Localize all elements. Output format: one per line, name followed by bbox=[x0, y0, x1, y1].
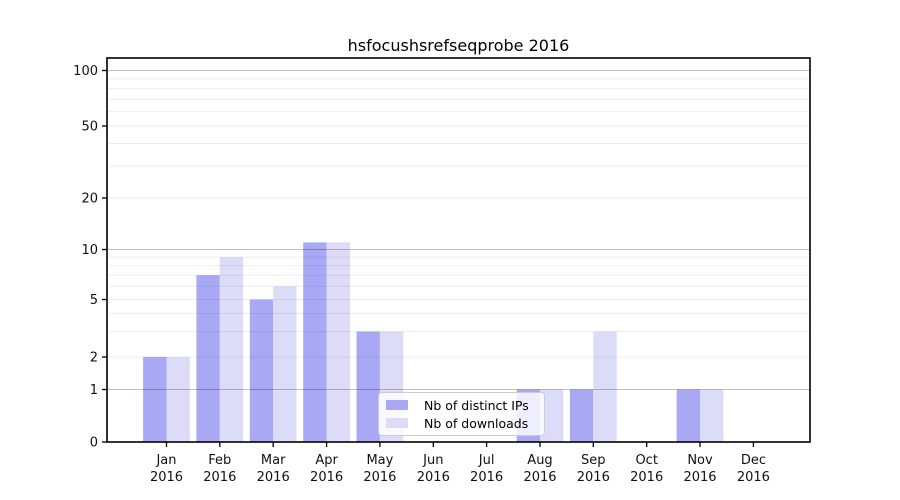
x-tick-label-year-may: 2016 bbox=[363, 470, 396, 485]
legend-label-downloads: Nb of downloads bbox=[424, 415, 529, 431]
x-tick-label-year-feb: 2016 bbox=[203, 470, 236, 485]
x-tick-label-month-aug: Aug bbox=[527, 453, 552, 468]
x-tick-label-year-apr: 2016 bbox=[310, 470, 343, 485]
bar-nb-of-distinct-ips-feb bbox=[196, 275, 220, 442]
legend-label-distinct-ips: Nb of distinct IPs bbox=[424, 397, 529, 413]
y-tick-label-50: 50 bbox=[81, 120, 98, 135]
bar-nb-of-distinct-ips-apr bbox=[303, 242, 327, 442]
bar-nb-of-distinct-ips-sep bbox=[569, 389, 594, 442]
x-tick-label-month-may: May bbox=[366, 453, 393, 468]
y-tick-label-100: 100 bbox=[73, 64, 98, 79]
gridlines-layer bbox=[107, 69, 810, 391]
chart-title: hsfocushsrefseqprobe 2016 bbox=[347, 36, 570, 55]
x-tick-label-year-oct: 2016 bbox=[630, 470, 663, 485]
x-tick-label-month-feb: Feb bbox=[208, 453, 231, 468]
legend-item-distinct-ips: Nb of distinct IPs bbox=[386, 396, 536, 414]
y-tick-label-0: 0 bbox=[90, 436, 98, 451]
bar-nb-of-downloads-mar bbox=[273, 286, 297, 442]
x-tick-label-year-jun: 2016 bbox=[417, 470, 450, 485]
bar-nb-of-distinct-ips-may bbox=[356, 331, 380, 442]
bar-nb-of-distinct-ips-mar bbox=[249, 299, 274, 442]
chart-legend: Nb of distinct IPs Nb of downloads bbox=[378, 392, 545, 436]
bar-nb-of-downloads-jan bbox=[166, 357, 190, 442]
x-tick-label-month-dec: Dec bbox=[741, 453, 766, 468]
x-tick-label-year-mar: 2016 bbox=[257, 470, 290, 485]
x-tick-label-year-jul: 2016 bbox=[470, 470, 503, 485]
x-tick-label-year-nov: 2016 bbox=[683, 470, 716, 485]
y-tick-label-2: 2 bbox=[90, 351, 98, 366]
bar-nb-of-downloads-sep bbox=[593, 331, 617, 442]
legend-item-downloads: Nb of downloads bbox=[386, 414, 536, 432]
bar-nb-of-downloads-feb bbox=[219, 257, 244, 442]
x-tick-label-month-jan: Jan bbox=[155, 453, 176, 468]
legend-swatch-distinct-ips bbox=[386, 400, 408, 410]
x-tick-label-month-jun: Jun bbox=[422, 453, 443, 468]
y-tick-label-10: 10 bbox=[81, 243, 98, 258]
bar-nb-of-distinct-ips-jan bbox=[143, 357, 167, 442]
bar-nb-of-downloads-nov bbox=[700, 389, 724, 442]
x-tick-label-year-sep: 2016 bbox=[577, 470, 610, 485]
x-tick-label-year-aug: 2016 bbox=[523, 470, 556, 485]
bar-nb-of-downloads-apr bbox=[326, 242, 350, 442]
y-tick-label-5: 5 bbox=[90, 293, 98, 308]
x-tick-label-month-nov: Nov bbox=[687, 453, 713, 468]
x-tick-label-year-jan: 2016 bbox=[150, 470, 183, 485]
x-tick-label-month-apr: Apr bbox=[315, 453, 338, 468]
x-tick-label-month-mar: Mar bbox=[261, 453, 286, 468]
x-tick-label-month-oct: Oct bbox=[635, 453, 657, 468]
y-axis: 0 1 2 5 10 20 50 100 bbox=[73, 64, 107, 451]
x-tick-label-month-sep: Sep bbox=[581, 453, 606, 468]
bar-nb-of-distinct-ips-nov bbox=[676, 389, 700, 442]
bar-nb-of-downloads-aug bbox=[540, 389, 564, 442]
y-tick-label-20: 20 bbox=[81, 192, 98, 207]
legend-swatch-downloads bbox=[386, 418, 408, 428]
x-axis: Jan 2016 Feb 2016 Mar 2016 Apr 2016 May 2016 Jun 20… bbox=[150, 442, 770, 485]
y-tick-label-1: 1 bbox=[90, 383, 98, 398]
x-tick-label-year-dec: 2016 bbox=[737, 470, 770, 485]
x-tick-label-month-jul: Jul bbox=[478, 453, 495, 468]
